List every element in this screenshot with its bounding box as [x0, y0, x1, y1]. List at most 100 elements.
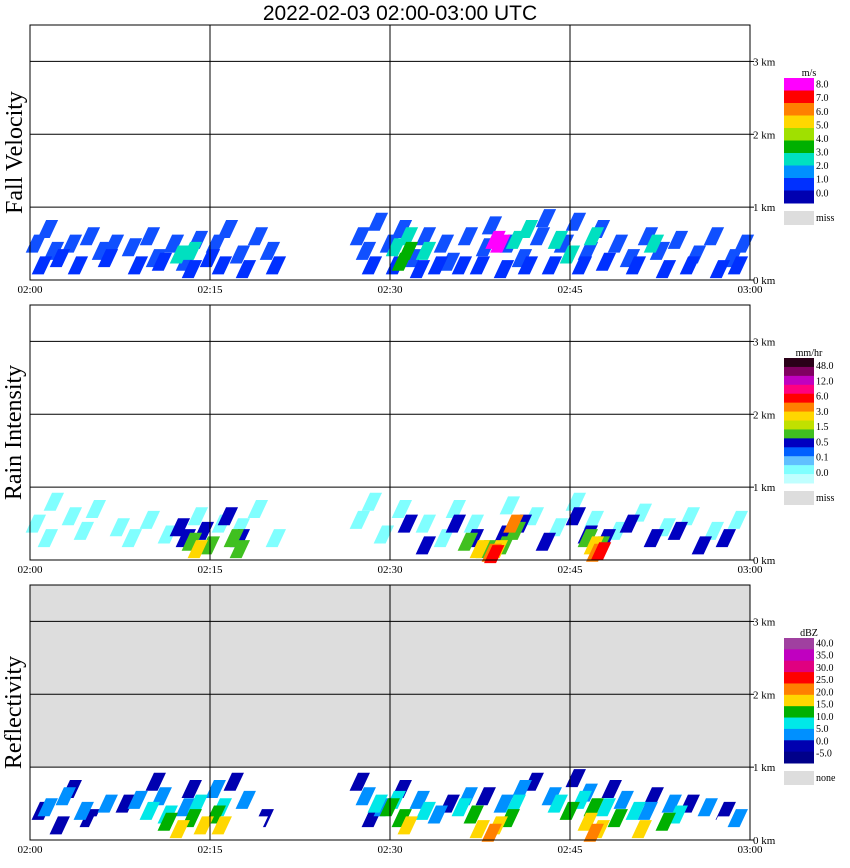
echo-cell	[151, 787, 172, 806]
echo-cell	[583, 227, 605, 246]
height-label: 2 km	[753, 689, 776, 701]
legend-label: 5.0	[816, 120, 829, 131]
echo-cell	[451, 256, 473, 275]
echo-cell	[655, 260, 677, 279]
time-label: 02:45	[557, 564, 583, 576]
echo-cell	[571, 256, 593, 275]
height-label: 1 km	[753, 202, 776, 214]
legend-swatch	[784, 420, 814, 430]
legend-swatch	[784, 660, 814, 673]
echo-cell	[625, 801, 646, 820]
panel-1: 3 km 2 km 1 km 0 km 02:00 02:15 02:30 02:45 03:0…	[17, 304, 834, 576]
echo-cell	[361, 256, 383, 275]
echo-cell	[109, 518, 131, 537]
echo-cell	[217, 220, 239, 238]
echo-cell	[475, 787, 496, 806]
legend-swatch	[784, 638, 814, 650]
echo-cell	[181, 780, 202, 798]
echo-cell	[547, 230, 569, 249]
legend-label: 15.0	[816, 700, 834, 711]
legend-label: 1.5	[816, 422, 829, 433]
legend-swatch	[784, 375, 814, 386]
echo-cell	[499, 496, 521, 515]
panel-border	[29, 304, 751, 561]
legend-unit: m/s	[802, 68, 817, 79]
echo-cell	[235, 790, 256, 809]
legend-swatch	[784, 429, 814, 439]
echo-cell	[601, 780, 622, 798]
panel-2: 3 km 2 km 1 km 0 km 02:00 02:15 02:30 02:45 03:0…	[17, 584, 836, 856]
echo-cell	[733, 234, 755, 253]
echo-cell	[205, 780, 226, 798]
legend-label: 10.0	[816, 712, 834, 723]
echo-cell	[169, 245, 191, 264]
height-label: 0 km	[753, 835, 776, 847]
echo-cell	[595, 798, 616, 817]
echo-cell	[259, 241, 281, 260]
legend-swatch	[784, 447, 814, 457]
height-label: 3 km	[753, 336, 776, 348]
echo-cell	[355, 241, 377, 260]
echo-cell	[535, 532, 557, 551]
echo-cell	[349, 227, 371, 246]
echo-cell	[223, 772, 244, 791]
echo-cell	[565, 507, 587, 526]
legend-label: 40.0	[816, 638, 834, 649]
legend-swatch	[784, 474, 814, 484]
legend-label: 7.0	[816, 93, 829, 104]
time-label: 02:15	[197, 844, 223, 856]
echo-cell	[703, 521, 725, 540]
echo-cell	[121, 529, 143, 548]
legend-swatch	[784, 672, 814, 684]
legend-swatch	[784, 649, 814, 662]
echo-cell	[79, 809, 100, 828]
echo-cell	[247, 500, 269, 518]
echo-cell	[427, 256, 449, 275]
echo-cell	[97, 249, 119, 268]
echo-cell	[61, 234, 83, 253]
height-label: 1 km	[753, 482, 776, 494]
legend-label: -5.0	[816, 749, 832, 760]
legend-missing-label: miss	[816, 493, 834, 504]
legend-label: 2.0	[816, 161, 829, 172]
time-label: 02:00	[17, 844, 43, 856]
echo-cell	[637, 227, 659, 246]
echo-cell	[367, 212, 389, 231]
time-label: 02:45	[557, 844, 583, 856]
echo-cell	[97, 794, 118, 813]
legend-swatch	[784, 140, 814, 154]
legend-label: 0.0	[816, 468, 829, 479]
time-label: 02:30	[377, 844, 403, 856]
echo-cell	[217, 507, 239, 526]
legend-swatch	[784, 384, 814, 395]
echo-cell	[397, 227, 419, 246]
echo-cell	[565, 492, 587, 511]
legend-label: 0.0	[816, 736, 829, 747]
echo-cell	[565, 769, 586, 788]
echo-cell	[577, 241, 599, 260]
echo-cell	[715, 529, 737, 548]
height-label: 1 km	[753, 762, 776, 774]
echo-cell	[517, 256, 539, 275]
height-label: 0 km	[753, 555, 776, 567]
echo-cell	[325, 820, 346, 839]
echo-cell	[655, 812, 676, 831]
echo-cell	[163, 234, 185, 253]
echo-cell	[349, 510, 371, 529]
echo-cell	[451, 798, 472, 817]
echo-cell	[691, 536, 713, 555]
echo-cell	[490, 234, 511, 253]
legend-label: 3.0	[816, 407, 829, 418]
echo-cell	[73, 801, 94, 820]
echo-cell	[139, 227, 161, 246]
echo-cell	[457, 532, 479, 551]
echo-cell	[679, 507, 701, 526]
echo-cell	[493, 794, 514, 813]
legend-label: 25.0	[816, 675, 834, 686]
echo-cell	[247, 227, 269, 246]
echo-cell	[481, 216, 503, 235]
echo-cell	[355, 787, 376, 806]
echo-cell	[397, 514, 419, 533]
echo-cell	[583, 823, 604, 842]
